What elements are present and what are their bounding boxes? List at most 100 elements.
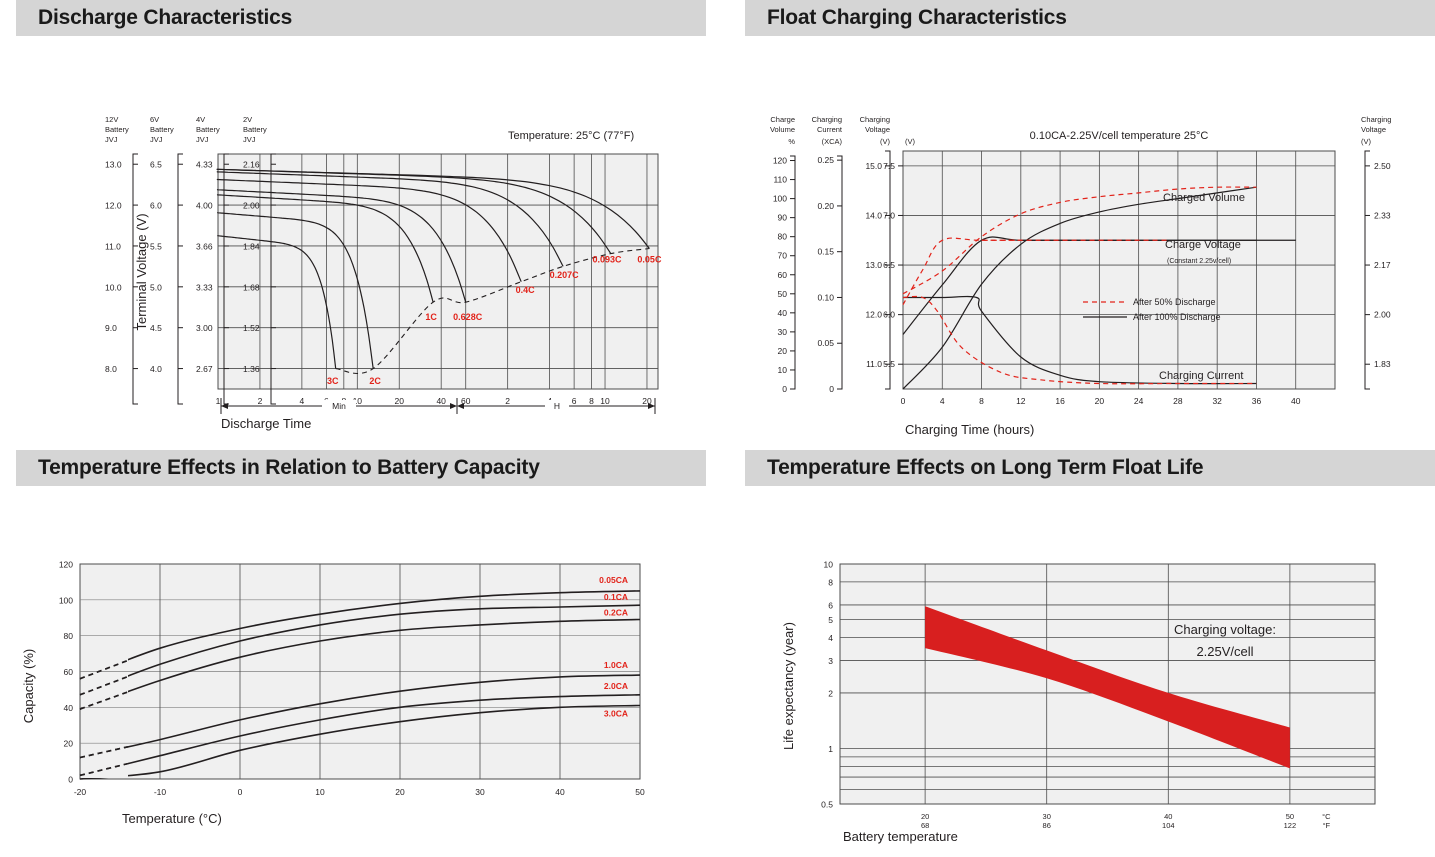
capacity-curve-label: 2.0CA xyxy=(604,681,628,691)
capacity-y-tick: 80 xyxy=(64,631,74,641)
discharge-title: Discharge Characteristics xyxy=(38,6,293,29)
capacity-curve xyxy=(79,590,641,680)
float-voltage-tick-label: 12.0 xyxy=(865,310,882,320)
discharge-curves xyxy=(216,168,650,374)
discharge-x-axis-title: Discharge Time xyxy=(221,416,311,431)
discharge-scale-header-line1: 6V xyxy=(150,115,159,124)
float-volume-tick-label: 60 xyxy=(778,270,788,280)
float-chart-svg: 12011010090807060504030201000.250.200.15… xyxy=(770,115,1391,406)
float-current-tick-label: 0.05 xyxy=(817,338,834,348)
discharge-temperature-annotation: Temperature: 25°C (77°F) xyxy=(508,130,634,142)
life-x-tick-celsius: 50 xyxy=(1286,812,1294,821)
discharge-scale-tick-label: 2.67 xyxy=(196,364,213,374)
capacity-x-tick: -10 xyxy=(154,787,167,797)
discharge-x-tick: 4 xyxy=(300,396,305,406)
float-title-bar: Float Charging Characteristics xyxy=(745,0,1435,36)
float-cellvoltage-tick-label: 7.5 xyxy=(883,161,895,171)
capacity-curve-labels: 0.05CA 0.1CA 0.2CA 1.0CA 2.0CA 3.0CA xyxy=(599,575,628,719)
discharge-x-tick: 1 xyxy=(216,396,221,406)
float-scale-header-line1: Charging xyxy=(860,115,890,124)
discharge-range-arrows: Min H xyxy=(220,398,656,414)
discharge-scale-tick-label: 11.0 xyxy=(105,241,121,251)
capacity-x-tick: 30 xyxy=(475,787,485,797)
life-y-tick: 1 xyxy=(828,744,833,754)
float-label-charged-volume: Charged Volume xyxy=(1163,192,1245,204)
capacity-curve xyxy=(79,618,641,710)
discharge-scale-tick-label: 6.5 xyxy=(150,160,162,170)
discharge-gridlines xyxy=(217,154,658,389)
capacity-curve xyxy=(79,604,641,696)
discharge-scale-header-line1: 4V xyxy=(196,115,205,124)
float-current-tick-label: 0.20 xyxy=(817,201,834,211)
discharge-scale-header-line2: Battery xyxy=(150,125,174,134)
float-gridlines xyxy=(902,151,1336,389)
float-x-tick: 28 xyxy=(1173,396,1183,406)
discharge-y-axis-title: Terminal Voltage (V) xyxy=(134,213,149,330)
float-x-ticks: 0 4 8 12 16 20 24 28 32 36 40 xyxy=(901,396,1301,406)
capacity-curve xyxy=(79,674,641,759)
discharge-chart: 13.0 12.0 11.0 10.0 9.0 8.0 6.5 6.0 5.5 5.0 4.5 4.0… xyxy=(0,36,720,448)
discharge-scale-header-line3: JVJ xyxy=(105,135,118,144)
float-annotation: 0.10CA-2.25V/cell temperature 25°C xyxy=(1030,130,1209,142)
discharge-chart-svg: 13.0 12.0 11.0 10.0 9.0 8.0 6.5 6.0 5.5 5.0 4.5 4.0… xyxy=(105,115,662,414)
life-chart: 10 8 6 5 4 3 2 1 0.5 20 68 30 86 40 104 50 122 °C °F Life… xyxy=(735,486,1435,856)
float-x-tick: 8 xyxy=(979,396,984,406)
capacity-y-tick: 20 xyxy=(64,739,74,749)
discharge-x-tick: 2 xyxy=(258,396,263,406)
capacity-curve-label: 1.0CA xyxy=(604,660,628,670)
float-right-tick-label: 2.33 xyxy=(1374,210,1391,220)
life-y-tick: 8 xyxy=(828,577,833,587)
life-x-tick-fahrenheit: 122 xyxy=(1284,821,1297,830)
float-scale-header-line2: Voltage xyxy=(865,125,890,134)
float-right-header-line1: Charging xyxy=(1361,115,1391,124)
discharge-x-tick: 20 xyxy=(395,396,405,406)
discharge-x-tick: 60 xyxy=(461,396,471,406)
life-annotation-line1: Charging voltage: xyxy=(1174,622,1276,637)
float-scale-bracket-volume xyxy=(790,155,796,390)
float-volume-tick-label: 90 xyxy=(778,213,788,223)
life-unit-fahrenheit: °F xyxy=(1323,821,1331,830)
capacity-y-ticks: 120 100 80 60 40 20 0 xyxy=(59,560,73,785)
float-cellvoltage-tick-label: 6.0 xyxy=(883,310,895,320)
float-right-tick-label: 1.83 xyxy=(1374,359,1391,369)
float-x-tick: 36 xyxy=(1252,396,1262,406)
capacity-curve xyxy=(79,694,641,777)
panel-discharge-characteristics: Discharge Characteristics 13.0 12.0 11.0 10… xyxy=(0,0,720,431)
discharge-range-hour: H xyxy=(554,401,560,411)
discharge-curve-label: 1C xyxy=(425,312,437,322)
float-volume-tick-label: 10 xyxy=(778,365,788,375)
float-x-tick: 32 xyxy=(1212,396,1222,406)
discharge-scale-headers: 12VBatteryJVJ6VBatteryJVJ4VBatteryJVJ2VB… xyxy=(105,115,267,144)
capacity-curve-label: 0.05CA xyxy=(599,575,628,585)
float-right-tick-label: 2.50 xyxy=(1374,161,1391,171)
float-label-charging-current: Charging Current xyxy=(1159,370,1243,382)
capacity-curve-label: 3.0CA xyxy=(604,709,628,719)
discharge-scale-tick-label: 4.5 xyxy=(150,323,162,333)
discharge-x-tick: 20 xyxy=(642,396,652,406)
discharge-scale-tick-label: 4.00 xyxy=(196,201,213,211)
capacity-curve-dashed2 xyxy=(79,746,129,759)
capacity-curve xyxy=(79,704,641,780)
life-y-tick: 2 xyxy=(828,688,833,698)
float-scale-header-line2: Current xyxy=(817,125,843,134)
discharge-scale-tick-label: 9.0 xyxy=(105,323,117,333)
discharge-scale-tick-label: 4.0 xyxy=(150,364,162,374)
capacity-y-tick: 60 xyxy=(64,667,74,677)
float-x-tick: 16 xyxy=(1055,396,1065,406)
float-volume-tick-label: 50 xyxy=(778,289,788,299)
float-volume-tick-label: 0 xyxy=(782,384,787,394)
discharge-x-tick: 10 xyxy=(600,396,610,406)
float-x-axis-title-svg: Charging Time (hours) xyxy=(905,422,1034,437)
capacity-x-tick: -20 xyxy=(74,787,87,797)
discharge-curve-label: 0.05C xyxy=(637,255,662,265)
float-chart: 120 110 100 90 80 70 60 50 40 30 20 10 0 0.25 0.20 0.15… xyxy=(735,36,1435,444)
discharge-scale-header-line2: Battery xyxy=(243,125,267,134)
capacity-y-tick: 120 xyxy=(59,560,73,570)
discharge-x-tick: 10 xyxy=(353,396,363,406)
discharge-scale-tick-label: 13.0 xyxy=(105,160,122,170)
float-x-axis-title: Charging Time (hours) xyxy=(905,422,1034,437)
float-scale-header-line3: % xyxy=(788,137,795,146)
float-scale-header-line3: (V) xyxy=(905,137,916,146)
